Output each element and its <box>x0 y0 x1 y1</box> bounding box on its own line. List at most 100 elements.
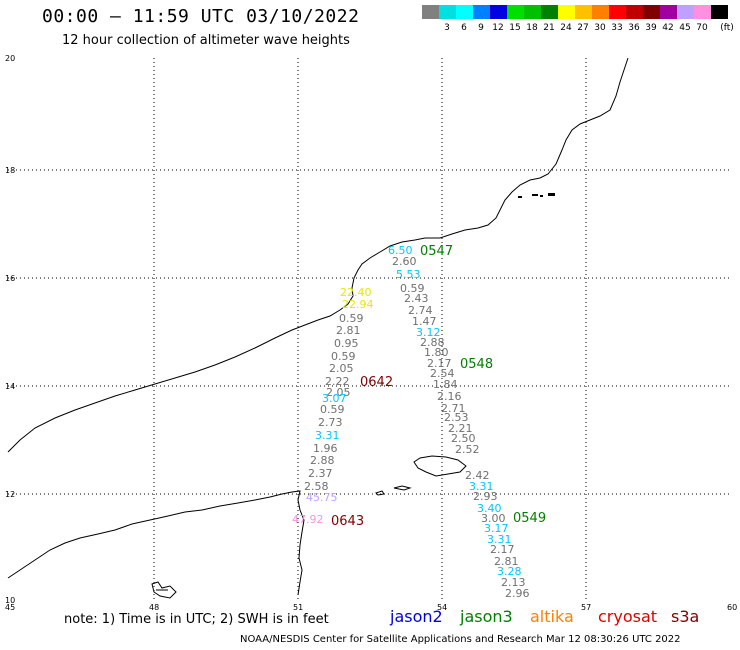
wave-height-value: 2.54 <box>430 367 455 380</box>
legend-label: 24 <box>560 23 572 33</box>
wave-height-value: 5.53 <box>396 268 421 281</box>
wave-height-value: 2.17 <box>427 357 452 370</box>
wave-height-value: 2.05 <box>329 362 354 375</box>
wave-height-value: 3.17 <box>484 522 509 535</box>
legend-swatch <box>677 5 694 19</box>
island-socotra <box>413 455 467 477</box>
legend-label: 9 <box>478 23 484 33</box>
wave-height-value: 2.88 <box>310 454 335 467</box>
wave-height-value: 3.31 <box>469 480 494 493</box>
latitude-axis: 20 18 16 14 12 10 <box>5 54 15 605</box>
legend-swatch <box>694 5 711 19</box>
page-subtitle: 12 hour collection of altimeter wave hei… <box>62 33 350 48</box>
footer-note: note: 1) Time is in UTC; 2) SWH is in fe… <box>64 612 329 627</box>
legend-label: 45 <box>679 23 691 33</box>
wave-height-value: 1.47 <box>412 315 437 328</box>
islands-kuria-muria <box>518 193 555 198</box>
wave-height-value: 1.96 <box>313 442 338 455</box>
legend-swatch <box>626 5 643 19</box>
legend-swatch <box>592 5 609 19</box>
legend-label: 15 <box>509 23 521 33</box>
legend-swatch <box>609 5 626 19</box>
longitude-tick-label: 48 <box>149 603 159 612</box>
legend-label: 21 <box>543 23 555 33</box>
wave-height-value: 3.12 <box>416 326 441 339</box>
wave-height-value: 2.43 <box>404 292 429 305</box>
wave-height-value: 2.74 <box>408 304 433 317</box>
satellite-cryosat-label: cryosat <box>598 607 658 626</box>
wave-height-value: 3.07 <box>322 392 347 405</box>
wave-height-value: 2.88 <box>420 336 445 349</box>
satellite-jason3-label: jason3 <box>460 607 513 626</box>
legend-swatch <box>541 5 558 19</box>
legend-swatch <box>524 5 541 19</box>
page-title: 00:00 – 11:59 UTC 03/10/2022 <box>42 6 360 27</box>
wave-height-value: 2.93 <box>473 490 498 503</box>
graticule <box>8 58 732 600</box>
wave-height-value: 1.84 <box>433 378 458 391</box>
legend-swatch <box>439 5 456 19</box>
legend-label: 18 <box>526 23 538 33</box>
pass-time-label: 0547 <box>420 244 453 259</box>
legend-label: 3 <box>444 23 450 33</box>
legend-swatch <box>473 5 490 19</box>
legend-label: 36 <box>628 23 640 33</box>
wave-height-value: 3.31 <box>487 533 512 546</box>
wave-height-value: 2.05 <box>326 386 351 399</box>
legend-label: 27 <box>577 23 589 33</box>
latitude-tick-label: 12 <box>5 490 15 499</box>
wave-height-value: 0.95 <box>334 337 359 350</box>
longitude-tick-label: 45 <box>5 603 15 612</box>
wave-height-value: 45.75 <box>306 491 338 504</box>
wave-height-value: 2.50 <box>451 432 476 445</box>
latitude-tick-label: 18 <box>5 166 15 175</box>
legend-swatch <box>507 5 524 19</box>
pass-time-labels: 0547 0548 0549 0642 0643 <box>331 244 546 529</box>
wave-height-value: 2.58 <box>304 480 329 493</box>
wave-height-value: 2.73 <box>318 416 343 429</box>
legend-swatch <box>711 5 728 19</box>
wave-height-value: 0.59 <box>339 312 364 325</box>
wave-height-value: 2.96 <box>505 587 530 600</box>
legend-unit: (ft) <box>720 23 734 33</box>
wave-height-value: 2.13 <box>501 576 526 589</box>
latitude-tick-label: 10 <box>5 596 15 605</box>
legend-label: 6 <box>461 23 467 33</box>
island-abd-al-kuri <box>375 485 412 496</box>
latitude-tick-label: 20 <box>5 54 15 63</box>
coastline-arabia <box>7 57 629 453</box>
wave-height-value: 3.40 <box>477 502 502 515</box>
wave-height-value: 0.59 <box>320 403 345 416</box>
wave-height-value: 2.71 <box>441 402 466 415</box>
wave-height-value: 2.16 <box>437 390 462 403</box>
wave-height-value: 22.40 <box>340 286 372 299</box>
legend-label: 33 <box>611 23 623 33</box>
wave-height-value: 2.81 <box>336 324 361 337</box>
wave-height-value: 2.17 <box>490 543 515 556</box>
pass-time-label: 0548 <box>460 357 493 372</box>
wave-height-value: 2.37 <box>308 467 333 480</box>
legend-swatch <box>660 5 677 19</box>
wave-height-value: 2.81 <box>494 555 519 568</box>
legend-swatch <box>490 5 507 19</box>
wave-height-value: 2.22 <box>325 375 350 388</box>
legend-swatch <box>643 5 660 19</box>
legend-swatch <box>575 5 592 19</box>
wave-height-value: 3.00 <box>481 512 506 525</box>
longitude-tick-label: 57 <box>581 603 591 612</box>
longitude-tick-label: 54 <box>437 603 447 612</box>
legend-label: 39 <box>645 23 657 33</box>
satellite-jason2-label: jason2 <box>390 607 443 626</box>
legend-label: 12 <box>492 23 504 33</box>
color-legend: 3 6 9 12 15 18 21 24 27 30 33 36 39 42 45 70 (ft) <box>422 5 734 35</box>
satellite-altika-label: altika <box>530 607 574 626</box>
legend-swatch <box>422 5 439 19</box>
pass-time-label: 0643 <box>331 514 364 529</box>
legend-swatch <box>456 5 473 19</box>
longitude-axis: 45 48 51 54 57 60 <box>5 603 737 612</box>
wave-height-value: 47.92 <box>292 513 324 526</box>
wave-height-value: 1.80 <box>424 346 449 359</box>
wave-height-value: 3.31 <box>315 429 340 442</box>
legend-label: 70 <box>696 23 708 33</box>
credit-line: NOAA/NESDIS Center for Satellite Applica… <box>240 634 681 645</box>
